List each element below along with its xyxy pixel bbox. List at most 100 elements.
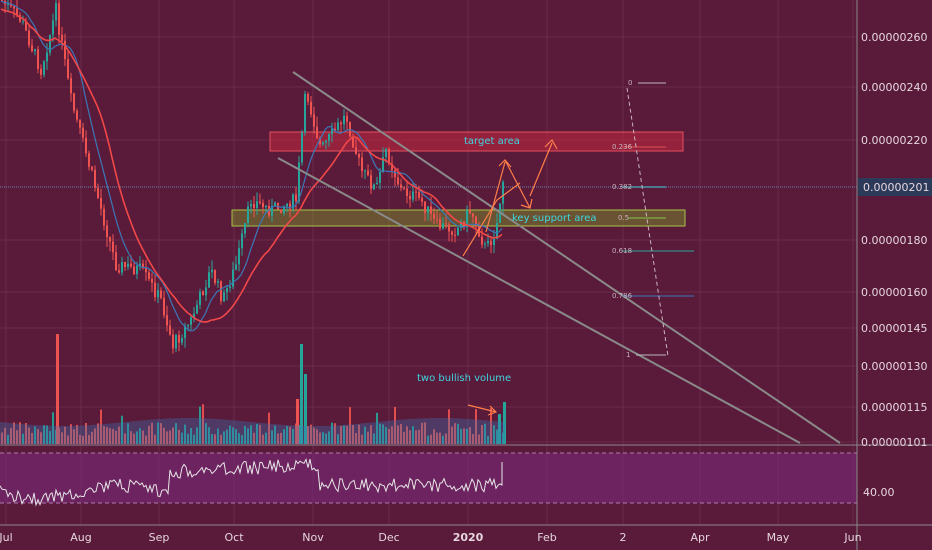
candle-body — [250, 204, 252, 207]
volume-bar — [121, 415, 123, 444]
volume-bar — [157, 422, 159, 444]
time-tick-label: Dec — [378, 531, 399, 544]
volume-bar — [337, 434, 339, 444]
volume-bar — [175, 423, 177, 444]
candle-body — [223, 292, 225, 302]
candle-body — [154, 282, 156, 298]
volume-spike — [296, 399, 299, 444]
candle-body — [136, 265, 138, 275]
volume-bar — [406, 426, 408, 444]
candle-body — [238, 248, 240, 265]
candle-body — [73, 93, 75, 111]
volume-spike — [300, 344, 303, 444]
volume-bar — [271, 430, 273, 444]
volume-bar — [130, 431, 132, 444]
candle-body — [298, 162, 300, 202]
volume-bar — [253, 432, 255, 444]
candle-body — [304, 94, 306, 133]
volume-bar — [166, 431, 168, 444]
time-tick-label: Feb — [537, 531, 556, 544]
time-tick-label: Aug — [70, 531, 91, 544]
volume-bar — [265, 432, 267, 444]
volume-bar — [28, 427, 30, 444]
candle-body — [70, 78, 72, 94]
candle-body — [280, 209, 282, 213]
candle-body — [325, 140, 327, 143]
volume-bar — [226, 429, 228, 444]
volume-bar — [397, 425, 399, 444]
candle-body — [259, 201, 261, 203]
candle-body — [97, 187, 99, 198]
fib-level-label: 0.618 — [612, 247, 632, 255]
price-tick-label: 0.00000240 — [861, 81, 927, 94]
volume-bar — [79, 434, 81, 444]
candle-body — [376, 182, 378, 185]
candle-body — [79, 119, 81, 128]
volume-bar — [34, 426, 36, 444]
volume-bar — [280, 432, 282, 444]
candle-body — [166, 315, 168, 326]
volume-bar — [421, 422, 423, 444]
volume-bar — [199, 406, 201, 444]
fib-level-label: 0.5 — [618, 214, 629, 222]
arrow-segment — [462, 182, 521, 257]
volume-arrow-head — [487, 405, 498, 416]
volume-bar — [232, 427, 234, 444]
volume-bar — [259, 424, 261, 444]
candle-body — [388, 148, 390, 164]
candle-body — [256, 201, 258, 209]
volume-bar — [181, 432, 183, 444]
candle-body — [421, 197, 423, 202]
fib-level-label: 0.382 — [612, 183, 632, 191]
volume-bar — [82, 435, 84, 444]
candle-body — [475, 216, 477, 227]
volume-bar — [154, 434, 156, 444]
volume-bar — [193, 434, 195, 444]
volume-bar — [283, 429, 285, 444]
candle-body — [178, 335, 180, 343]
volume-bar — [184, 424, 186, 444]
volume-bar — [100, 409, 102, 444]
candle-body — [385, 148, 387, 158]
candle-body — [418, 191, 420, 198]
candle-body — [322, 142, 324, 145]
candle-body — [118, 270, 120, 273]
volume-bar — [172, 427, 174, 444]
volume-bar — [19, 422, 21, 444]
volume-bar — [70, 424, 72, 444]
candle-body — [265, 205, 267, 208]
candle-body — [343, 115, 345, 125]
candle-body — [52, 20, 54, 35]
volume-spike — [304, 374, 307, 444]
candle-body — [208, 272, 210, 288]
candle-body — [205, 287, 207, 296]
volume-bar — [457, 423, 459, 444]
candle-body — [433, 213, 435, 219]
candle-body — [340, 122, 342, 125]
candle-body — [502, 181, 504, 204]
volume-bar — [208, 427, 210, 444]
volume-bar — [430, 434, 432, 444]
rsi-band — [0, 453, 857, 503]
volume-bar — [454, 423, 456, 444]
arrow-down — [504, 159, 531, 209]
candle-body — [211, 269, 213, 273]
volume-bar — [127, 423, 129, 444]
candle-body — [406, 188, 408, 196]
candle-body — [196, 304, 198, 314]
volume-bar — [148, 425, 150, 444]
volume-bar — [7, 434, 9, 444]
volume-bar — [349, 407, 351, 444]
volume-bar — [22, 433, 24, 444]
candle-body — [292, 194, 294, 209]
volume-bar — [229, 425, 231, 444]
volume-bar — [466, 428, 468, 444]
candle-body — [352, 136, 354, 148]
volume-bar — [424, 422, 426, 444]
volume-bar — [412, 426, 414, 444]
candle-body — [310, 101, 312, 115]
current-price-badge — [858, 178, 932, 196]
volume-bar — [376, 412, 378, 444]
candle-body — [439, 218, 441, 229]
